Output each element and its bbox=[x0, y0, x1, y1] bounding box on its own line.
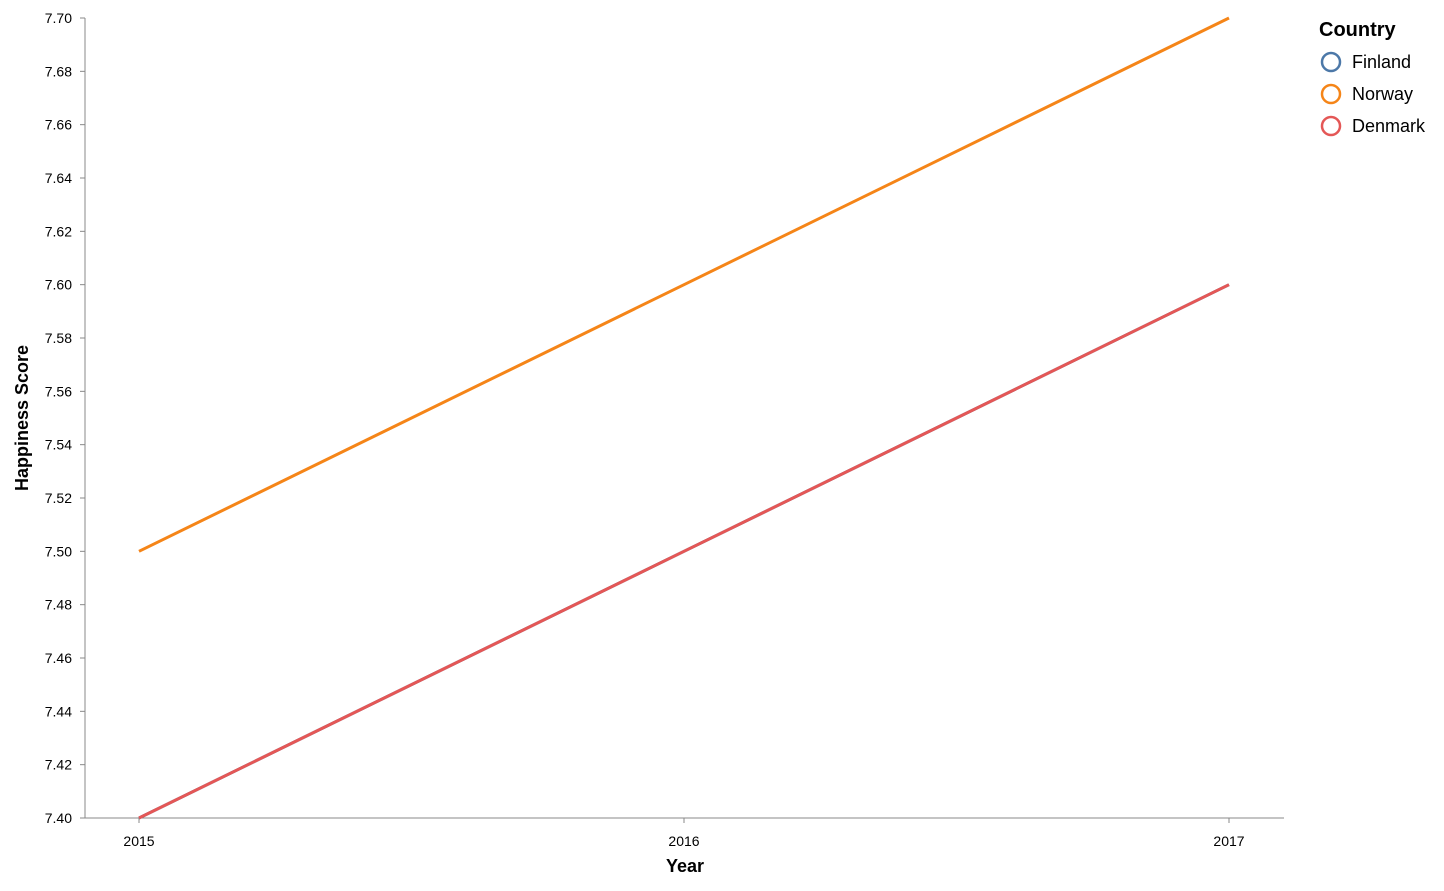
y-tick-label: 7.62 bbox=[45, 223, 72, 239]
x-axis-title: Year bbox=[666, 856, 704, 876]
series-line-denmark bbox=[138, 283, 1230, 820]
legend: Country Finland Norway Denmark bbox=[1319, 19, 1426, 137]
y-tick-label: 7.58 bbox=[45, 330, 72, 346]
y-tick-label: 7.56 bbox=[45, 383, 72, 399]
y-tick-label: 7.52 bbox=[45, 490, 72, 506]
y-tick-label: 7.40 bbox=[45, 810, 72, 826]
y-tick-label: 7.68 bbox=[45, 63, 72, 79]
legend-label-finland: Finland bbox=[1352, 52, 1411, 72]
y-tick-label: 7.70 bbox=[45, 10, 72, 26]
x-tick-label: 2015 bbox=[123, 833, 154, 849]
y-tick-label: 7.48 bbox=[45, 597, 72, 613]
y-tick-label: 7.46 bbox=[45, 650, 72, 666]
legend-symbol-finland bbox=[1320, 51, 1342, 73]
y-tick-label: 7.66 bbox=[45, 117, 72, 133]
y-axis-title: Happiness Score bbox=[12, 345, 32, 491]
series-line-norway bbox=[138, 16, 1230, 553]
y-tick-label: 7.60 bbox=[45, 277, 72, 293]
legend-symbol-norway bbox=[1320, 83, 1342, 105]
series-lines bbox=[138, 16, 1230, 820]
x-tick-label: 2017 bbox=[1213, 833, 1244, 849]
x-tick-label: 2016 bbox=[668, 833, 699, 849]
legend-title: Country bbox=[1319, 19, 1397, 41]
y-tick-label: 7.54 bbox=[45, 437, 72, 453]
y-axis: 7.40 7.42 7.44 7.46 7.48 7.50 7.52 7.54 7.56 7.58… bbox=[45, 10, 86, 826]
y-tick-label: 7.44 bbox=[45, 703, 72, 719]
x-axis: 2015 2016 2017 bbox=[85, 817, 1284, 849]
legend-label-denmark: Denmark bbox=[1352, 116, 1426, 136]
y-tick-label: 7.64 bbox=[45, 170, 72, 186]
legend-label-norway: Norway bbox=[1352, 84, 1413, 104]
y-tick-label: 7.42 bbox=[45, 757, 72, 773]
y-tick-label: 7.50 bbox=[45, 543, 72, 559]
legend-symbol-denmark bbox=[1320, 115, 1342, 137]
